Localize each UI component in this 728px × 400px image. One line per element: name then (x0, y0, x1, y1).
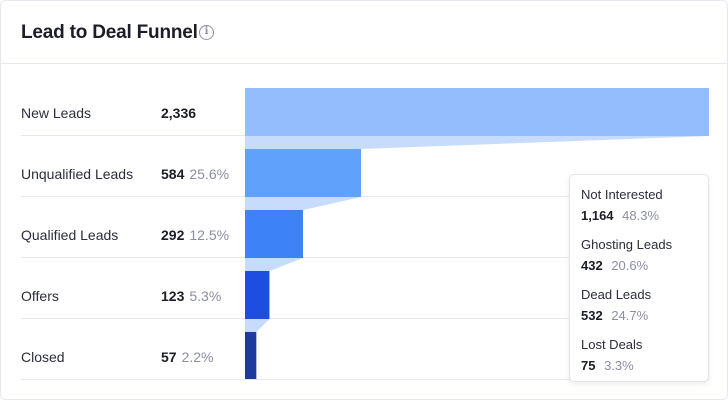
tooltip-percent: 48.3% (622, 208, 660, 223)
stage-label: Offers (21, 287, 59, 304)
stage-percent: 2.2% (181, 348, 214, 365)
stage-label: Closed (21, 348, 65, 365)
drop-off-tooltip: Not Interested 1,164 48.3% Ghosting Lead… (569, 174, 709, 382)
funnel-bar-2[interactable] (245, 210, 303, 258)
row-divider (21, 379, 245, 380)
tooltip-label: Not Interested (581, 187, 663, 202)
tooltip-percent: 20.6% (611, 258, 649, 273)
stage-count: 123 (161, 287, 185, 304)
tooltip-label: Dead Leads (581, 287, 652, 302)
tooltip-count: 75 (581, 358, 596, 373)
info-icon[interactable]: i (199, 25, 214, 40)
funnel-bar-1[interactable] (245, 149, 361, 197)
stage-count: 584 (161, 165, 185, 182)
stage-value: 584 25.6% (161, 143, 229, 204)
tooltip-item-ghosting-leads: Ghosting Leads 432 20.6% (581, 237, 708, 275)
tooltip-percent: 3.3% (604, 358, 634, 373)
stage-count: 292 (161, 226, 185, 243)
funnel-bar-4[interactable] (245, 332, 257, 379)
stage-row-qualified-leads: Qualified Leads 292 12.5% (1, 204, 245, 265)
stage-percent: 5.3% (189, 287, 222, 304)
tooltip-item-lost-deals: Lost Deals 75 3.3% (581, 337, 708, 375)
tooltip-label: Lost Deals (581, 337, 643, 352)
card-title: Lead to Deal Funnel (21, 22, 198, 43)
stage-row-offers: Offers 123 5.3% (1, 265, 245, 326)
funnel-drop-1 (245, 197, 361, 210)
stage-row-unqualified-leads: Unqualified Leads 584 25.6% (1, 143, 245, 204)
tooltip-item-not-interested: Not Interested 1,164 48.3% (581, 187, 708, 225)
funnel-bar-0[interactable] (245, 88, 709, 136)
tooltip-item-dead-leads: Dead Leads 532 24.7% (581, 287, 708, 325)
tooltip-value: 1,164 48.3% (581, 206, 708, 225)
funnel-bar-3[interactable] (245, 271, 270, 319)
funnel-drop-2 (245, 258, 303, 271)
tooltip-value: 75 3.3% (581, 356, 708, 375)
funnel-drop-3 (245, 319, 270, 332)
stage-value: 2,336 (161, 82, 201, 143)
row-divider (21, 318, 245, 319)
stage-label: Unqualified Leads (21, 165, 134, 182)
stage-percent: 25.6% (189, 165, 230, 182)
tooltip-count: 432 (581, 258, 603, 273)
funnel-drop-0 (245, 136, 709, 149)
stage-row-closed: Closed 57 2.2% (1, 326, 245, 387)
stage-value: 123 5.3% (161, 265, 221, 326)
card-header: Lead to Deal Funnel i (1, 1, 727, 64)
tooltip-value: 432 20.6% (581, 256, 708, 275)
stage-value: 292 12.5% (161, 204, 229, 265)
tooltip-label: Ghosting Leads (581, 237, 673, 252)
row-divider (21, 135, 245, 136)
row-divider (21, 257, 245, 258)
stage-percent: 12.5% (189, 226, 230, 243)
stage-count: 57 (161, 348, 177, 365)
row-divider (21, 196, 245, 197)
stage-label: Qualified Leads (21, 226, 119, 243)
tooltip-count: 1,164 (581, 208, 614, 223)
stage-label: New Leads (21, 104, 92, 121)
tooltip-count: 532 (581, 308, 603, 323)
tooltip-percent: 24.7% (611, 308, 649, 323)
stage-count: 2,336 (161, 104, 197, 121)
stage-row-new-leads: New Leads 2,336 (1, 82, 245, 143)
stage-value: 57 2.2% (161, 326, 214, 387)
tooltip-value: 532 24.7% (581, 306, 708, 325)
